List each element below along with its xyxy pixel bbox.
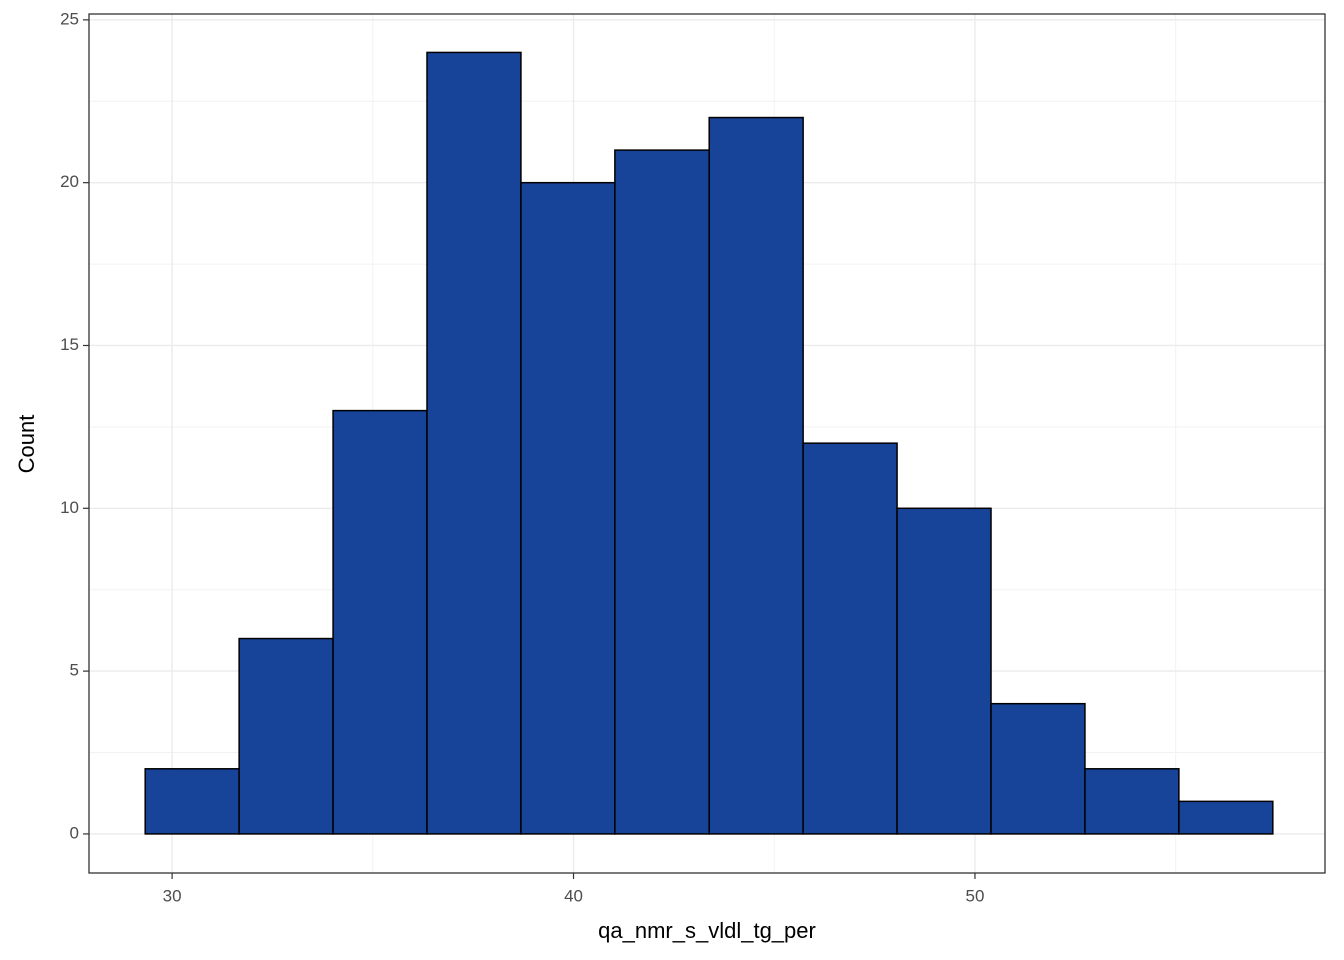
x-tick-label: 30 bbox=[163, 886, 182, 905]
bar bbox=[426, 51, 522, 835]
y-tick-label: 25 bbox=[60, 9, 79, 28]
bar bbox=[708, 116, 804, 835]
bar bbox=[614, 149, 710, 835]
bar bbox=[1178, 800, 1274, 835]
bar bbox=[990, 702, 1086, 835]
bar bbox=[238, 637, 334, 835]
bar bbox=[1084, 768, 1180, 835]
y-tick-label: 0 bbox=[70, 823, 79, 842]
bar bbox=[896, 507, 992, 835]
bar bbox=[520, 181, 616, 835]
panel-border bbox=[88, 13, 1326, 874]
y-axis-label: Count bbox=[14, 415, 39, 474]
x-tick-label: 40 bbox=[564, 886, 583, 905]
y-tick-label: 15 bbox=[60, 335, 79, 354]
x-tick-label: 50 bbox=[965, 886, 984, 905]
x-axis-label: qa_nmr_s_vldl_tg_per bbox=[598, 918, 816, 943]
bar bbox=[802, 442, 898, 835]
y-tick-label: 10 bbox=[60, 498, 79, 517]
bar bbox=[332, 409, 428, 835]
y-tick-label: 20 bbox=[60, 172, 79, 191]
bar bbox=[144, 768, 240, 835]
y-tick-label: 5 bbox=[70, 661, 79, 680]
